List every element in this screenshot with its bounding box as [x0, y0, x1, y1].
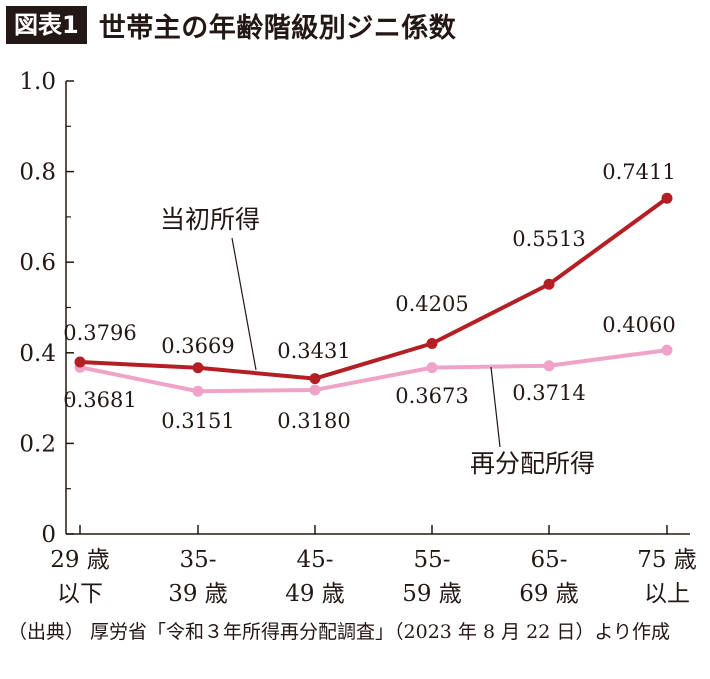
initial-income-point	[309, 373, 321, 385]
x-tick-label-line1: 55-	[413, 547, 450, 573]
x-tick-label-line1: 75 歳	[637, 547, 697, 573]
legend-initial-income-leader	[231, 237, 257, 371]
initial-income-line	[79, 196, 669, 381]
initial-income-point	[661, 192, 673, 204]
redistributed-income-point	[309, 384, 321, 396]
x-tick-label-line2: 以上	[644, 581, 690, 607]
initial-income-value-label: 0.4205	[395, 292, 468, 316]
redistributed-income-line	[79, 348, 668, 394]
x-tick-label-line1: 65-	[530, 547, 567, 573]
redistributed-income-value-label: 0.3714	[512, 381, 585, 405]
legend-redistributed-income-leader	[490, 366, 501, 448]
y-tick-label: 0	[41, 522, 56, 548]
redistributed-income-point	[192, 385, 204, 397]
x-tick-label-line1: 35-	[179, 547, 216, 573]
initial-income-value-label: 0.7411	[602, 160, 675, 184]
y-tick-label: 0.8	[19, 160, 56, 186]
chart-header: 図表1 世帯主の年齢階級別ジニ係数	[6, 6, 456, 44]
initial-income-point	[543, 278, 555, 290]
x-tick-label-line2: 49 歳	[285, 581, 345, 607]
y-tick-label: 0.6	[19, 250, 56, 276]
redistributed-income-value-label: 0.3681	[63, 388, 136, 412]
gini-line-chart: 0 0.2 0.4 0.6 0.8 1.0 29 歳以下 35- 39 歳 45- 49 歳 55- 5…	[19, 69, 697, 607]
initial-income-value-label: 0.5513	[512, 227, 585, 251]
y-tick-label: 0.2	[19, 431, 56, 457]
redistributed-income-value-label: 0.4060	[602, 313, 675, 337]
redistributed-income-value-label: 0.3151	[161, 409, 234, 433]
x-tick-label-line1: 45-	[296, 547, 333, 573]
initial-income-point	[74, 356, 86, 368]
x-tick-label-line2: 以下	[57, 581, 103, 607]
redistributed-income-point	[426, 362, 438, 374]
legend-redistributed-income-label: 再分配所得	[470, 449, 595, 478]
redistributed-income-value-label: 0.3673	[395, 384, 468, 408]
chart-title: 世帯主の年齢階級別ジニ係数	[98, 12, 457, 44]
y-tick-label: 1.0	[19, 69, 56, 95]
x-tick-label-line2: 39 歳	[168, 581, 228, 607]
initial-income-value-label: 0.3669	[161, 334, 234, 358]
legend-initial-income-label: 当初所得	[160, 205, 260, 234]
x-tick-label-line2: 69 歳	[519, 581, 579, 607]
redistributed-income-point	[661, 344, 673, 356]
redistributed-income-point	[543, 360, 555, 372]
y-tick-label: 0.4	[19, 341, 56, 367]
figure-badge: 図表1	[6, 6, 87, 44]
source-note: （出典） 厚労省「令和３年所得再分配調査」（2023 年 8 月 22 日）より…	[8, 621, 670, 643]
initial-income-point	[426, 338, 438, 350]
redistributed-income-value-label: 0.3180	[277, 409, 350, 433]
initial-income-point	[192, 362, 204, 374]
x-tick-label-line1: 29 歳	[50, 547, 110, 573]
initial-income-value-label: 0.3796	[63, 321, 136, 345]
x-tick-label-line2: 59 歳	[402, 581, 462, 607]
initial-income-value-label: 0.3431	[277, 339, 350, 363]
